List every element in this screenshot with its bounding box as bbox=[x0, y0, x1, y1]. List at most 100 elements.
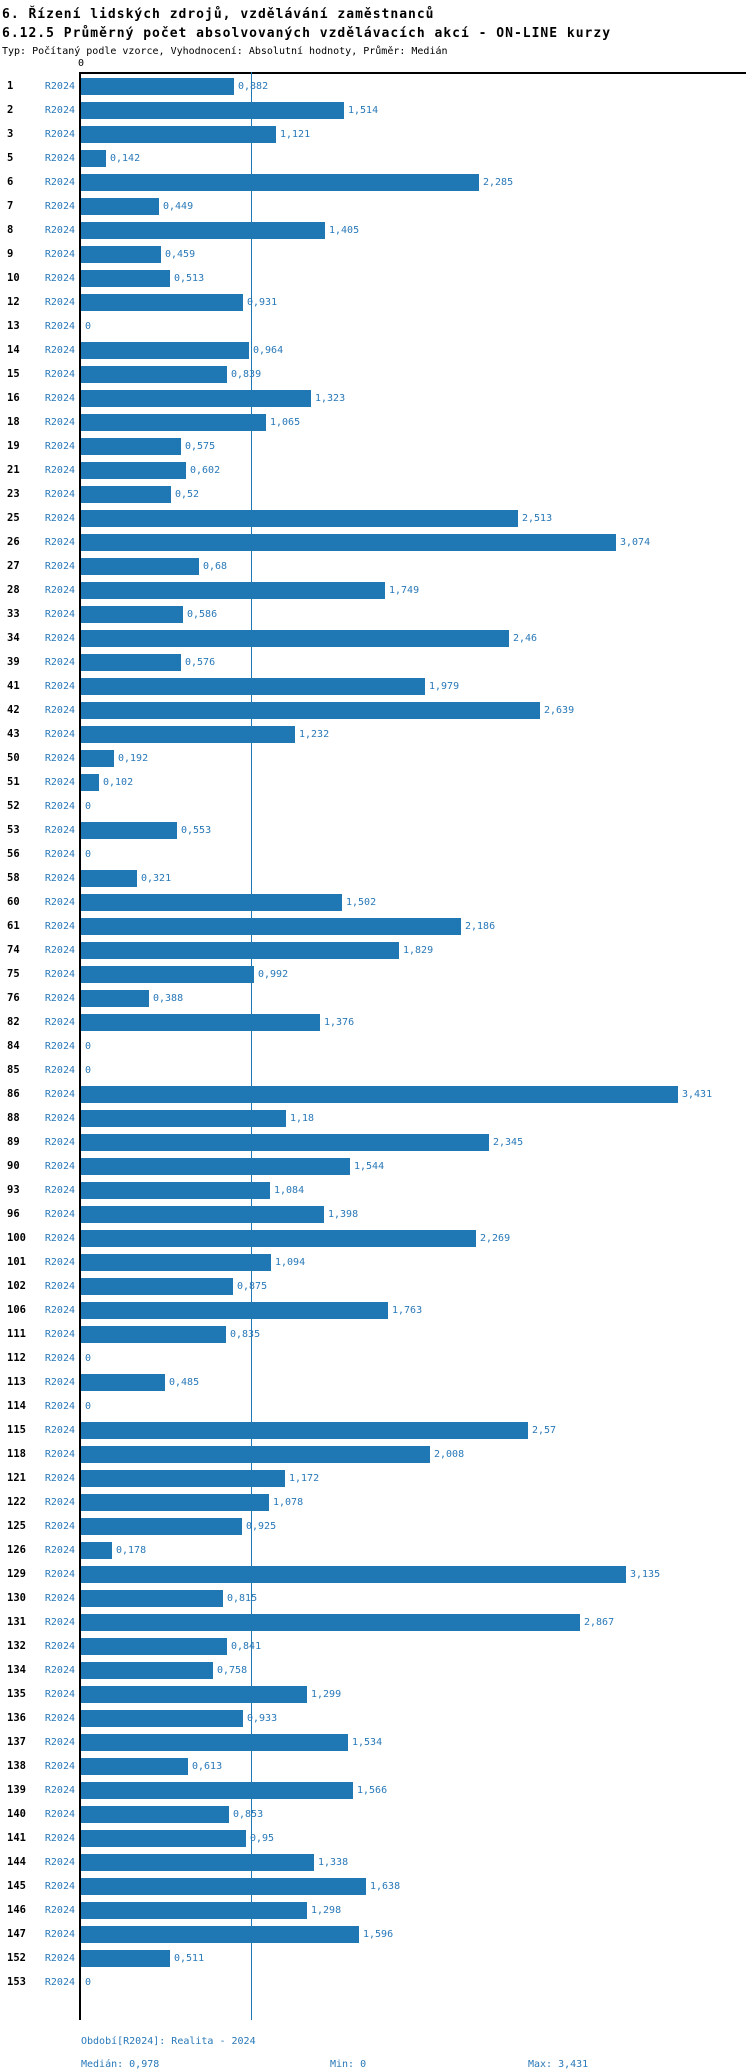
chart-row: 147 R2024 1,596 bbox=[0, 1922, 750, 1946]
value-bar bbox=[81, 77, 234, 95]
row-number: 51 bbox=[7, 776, 20, 788]
series-label: R2024 bbox=[44, 152, 75, 164]
series-label: R2024 bbox=[44, 1808, 75, 1820]
bar-area: 1,405 bbox=[79, 218, 750, 242]
value-bar bbox=[81, 581, 385, 599]
bar-value: 1,514 bbox=[348, 104, 379, 116]
value-bar bbox=[81, 365, 227, 383]
row-number: 111 bbox=[7, 1328, 26, 1340]
row-number: 56 bbox=[7, 848, 20, 860]
row-number: 75 bbox=[7, 968, 20, 980]
bar-area: 2,186 bbox=[79, 914, 750, 938]
bar-area: 2,639 bbox=[79, 698, 750, 722]
bar-value: 0,68 bbox=[203, 560, 228, 572]
bar-area: 1,121 bbox=[79, 122, 750, 146]
chart-row: 132 R2024 0,841 bbox=[0, 1634, 750, 1658]
bar-area: 0,513 bbox=[79, 266, 750, 290]
bar-area: 0,388 bbox=[79, 986, 750, 1010]
series-label: R2024 bbox=[44, 176, 75, 188]
bar-value: 0,321 bbox=[141, 872, 172, 884]
series-label: R2024 bbox=[44, 584, 75, 596]
value-bar bbox=[81, 533, 616, 551]
chart-row: 153 R2024 0 bbox=[0, 1970, 750, 1994]
chart-row: 60 R2024 1,502 bbox=[0, 890, 750, 914]
row-number: 137 bbox=[7, 1736, 26, 1748]
bar-area: 0 bbox=[79, 1394, 750, 1418]
row-number: 18 bbox=[7, 416, 20, 428]
bar-area: 1,534 bbox=[79, 1730, 750, 1754]
row-number: 6 bbox=[7, 176, 14, 188]
value-bar bbox=[81, 1949, 170, 1967]
chart-row: 28 R2024 1,749 bbox=[0, 578, 750, 602]
series-label: R2024 bbox=[44, 608, 75, 620]
series-label: R2024 bbox=[44, 368, 75, 380]
value-bar bbox=[81, 1805, 229, 1823]
value-bar bbox=[81, 821, 177, 839]
value-bar bbox=[81, 917, 461, 935]
value-bar bbox=[81, 869, 137, 887]
chart-row: 130 R2024 0,815 bbox=[0, 1586, 750, 1610]
bar-value: 3,431 bbox=[682, 1088, 713, 1100]
bar-area: 1,078 bbox=[79, 1490, 750, 1514]
median-line bbox=[251, 72, 252, 2020]
chart-row: 113 R2024 0,485 bbox=[0, 1370, 750, 1394]
series-label: R2024 bbox=[44, 704, 75, 716]
series-label: R2024 bbox=[44, 1520, 75, 1532]
row-number: 12 bbox=[7, 296, 20, 308]
bar-value: 1,338 bbox=[318, 1856, 349, 1868]
chart-row: 1 R2024 0,882 bbox=[0, 74, 750, 98]
series-label: R2024 bbox=[44, 1208, 75, 1220]
series-label: R2024 bbox=[44, 1568, 75, 1580]
chart-row: 27 R2024 0,68 bbox=[0, 554, 750, 578]
bar-area: 0,142 bbox=[79, 146, 750, 170]
bar-value: 1,232 bbox=[299, 728, 330, 740]
value-bar bbox=[81, 1709, 243, 1727]
row-number: 8 bbox=[7, 224, 14, 236]
row-number: 115 bbox=[7, 1424, 26, 1436]
bar-area: 1,376 bbox=[79, 1010, 750, 1034]
series-label: R2024 bbox=[44, 1664, 75, 1676]
row-number: 27 bbox=[7, 560, 20, 572]
report-meta: Typ: Počítaný podle vzorce, Vyhodnocení:… bbox=[2, 46, 448, 57]
row-number: 15 bbox=[7, 368, 20, 380]
chart-row: 51 R2024 0,102 bbox=[0, 770, 750, 794]
value-bar bbox=[81, 149, 106, 167]
row-number: 132 bbox=[7, 1640, 26, 1652]
row-number: 112 bbox=[7, 1352, 26, 1364]
value-bar bbox=[81, 389, 311, 407]
chart-row: 58 R2024 0,321 bbox=[0, 866, 750, 890]
series-label: R2024 bbox=[44, 1688, 75, 1700]
row-number: 2 bbox=[7, 104, 14, 116]
bar-value: 0,576 bbox=[185, 656, 216, 668]
value-bar bbox=[81, 485, 171, 503]
chart-row: 100 R2024 2,269 bbox=[0, 1226, 750, 1250]
value-bar bbox=[81, 1469, 285, 1487]
bar-area: 0,882 bbox=[79, 74, 750, 98]
bar-area: 0,102 bbox=[79, 770, 750, 794]
value-bar bbox=[81, 1157, 350, 1175]
series-label: R2024 bbox=[44, 1928, 75, 1940]
chart-row: 138 R2024 0,613 bbox=[0, 1754, 750, 1778]
value-bar bbox=[81, 701, 540, 719]
value-bar bbox=[81, 437, 181, 455]
chart-row: 122 R2024 1,078 bbox=[0, 1490, 750, 1514]
series-label: R2024 bbox=[44, 1040, 75, 1052]
bar-area: 2,008 bbox=[79, 1442, 750, 1466]
bar-value: 0,102 bbox=[103, 776, 134, 788]
value-bar bbox=[81, 1613, 580, 1631]
series-label: R2024 bbox=[44, 464, 75, 476]
bar-value: 0,758 bbox=[217, 1664, 248, 1676]
value-bar bbox=[81, 605, 183, 623]
bar-value: 0,553 bbox=[181, 824, 212, 836]
row-number: 134 bbox=[7, 1664, 26, 1676]
series-label: R2024 bbox=[44, 296, 75, 308]
row-number: 25 bbox=[7, 512, 20, 524]
bar-area: 1,763 bbox=[79, 1298, 750, 1322]
row-number: 82 bbox=[7, 1016, 20, 1028]
chart-row: 112 R2024 0 bbox=[0, 1346, 750, 1370]
bar-area: 1,084 bbox=[79, 1178, 750, 1202]
row-number: 144 bbox=[7, 1856, 26, 1868]
row-number: 1 bbox=[7, 80, 14, 92]
series-label: R2024 bbox=[44, 512, 75, 524]
bar-value: 2,186 bbox=[465, 920, 496, 932]
